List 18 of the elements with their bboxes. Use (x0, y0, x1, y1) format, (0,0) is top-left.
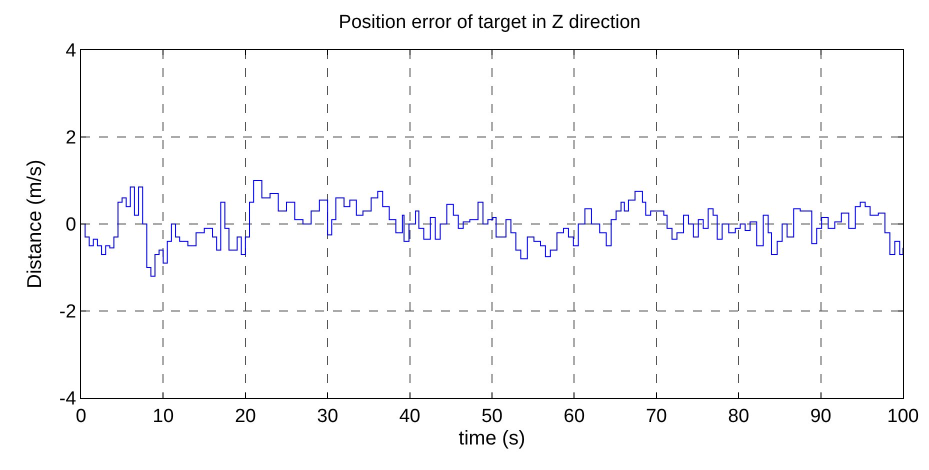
x-tick-label: 30 (317, 406, 338, 427)
x-tick-label: 100 (887, 406, 919, 427)
x-tick-label: 50 (481, 406, 503, 427)
y-tick-label: 4 (66, 40, 77, 62)
x-tick-label: 70 (646, 406, 667, 427)
y-tick-label: -2 (59, 302, 76, 323)
x-tick-label: 20 (234, 406, 256, 427)
y-tick-label: 0 (66, 214, 76, 236)
y-tick-label: -4 (59, 388, 77, 410)
x-tick-label: 80 (728, 406, 750, 427)
x-tick-label: 10 (152, 406, 174, 427)
y-axis-title: Distance (m/s) (24, 160, 46, 288)
x-axis-title: time (s) (458, 427, 526, 450)
y-tick-label: 2 (66, 128, 76, 149)
x-tick-label: 40 (399, 406, 420, 427)
chart-title: Position error of target in Z direction (338, 12, 641, 33)
x-tick-label: 90 (810, 406, 832, 427)
x-tick-label: 60 (564, 406, 585, 427)
